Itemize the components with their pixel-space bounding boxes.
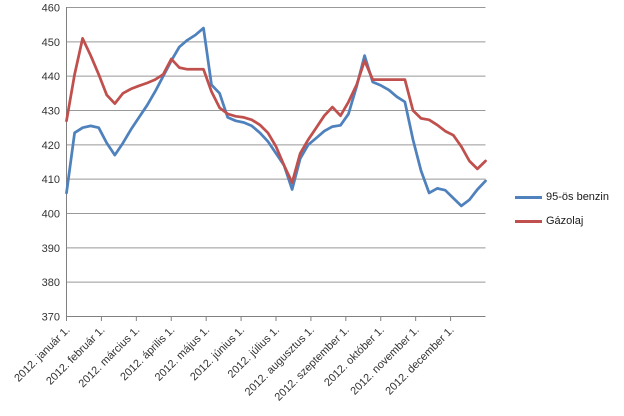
legend-label-gazolaj: Gázolaj bbox=[546, 215, 584, 227]
y-axis-label-440: 440 bbox=[42, 71, 60, 83]
legend-item-95-benzin[interactable]: 95-ös benzin bbox=[515, 191, 609, 204]
y-axis-label-380: 380 bbox=[42, 277, 60, 289]
y-axis-label-450: 450 bbox=[42, 37, 60, 49]
chart-legend: 95-ös benzin Gázolaj bbox=[515, 191, 609, 239]
legend-line-sample-benzin bbox=[515, 196, 542, 199]
y-axis-label-430: 430 bbox=[42, 106, 60, 118]
y-axis-label-400: 400 bbox=[42, 209, 60, 221]
y-axis-label-460: 460 bbox=[42, 3, 60, 15]
y-axis-label-370: 370 bbox=[42, 312, 60, 324]
legend-label-benzin: 95-ös benzin bbox=[546, 191, 609, 203]
series-line-gazolaj[interactable] bbox=[65, 37, 487, 184]
legend-item-gazolaj[interactable]: Gázolaj bbox=[515, 215, 609, 228]
x-axis-label-9: 2012. október 1. bbox=[322, 324, 387, 389]
series-line-95-benzin[interactable] bbox=[65, 26, 487, 208]
x-axis-label-11: 2012. december 1. bbox=[383, 324, 456, 397]
y-axis-label-420: 420 bbox=[42, 140, 60, 152]
x-axis-label-2: 2012. március 1. bbox=[76, 324, 142, 390]
legend-line-sample-gazolaj bbox=[515, 220, 542, 223]
y-axis-label-390: 390 bbox=[42, 243, 60, 255]
y-axis-label-410: 410 bbox=[42, 174, 60, 186]
